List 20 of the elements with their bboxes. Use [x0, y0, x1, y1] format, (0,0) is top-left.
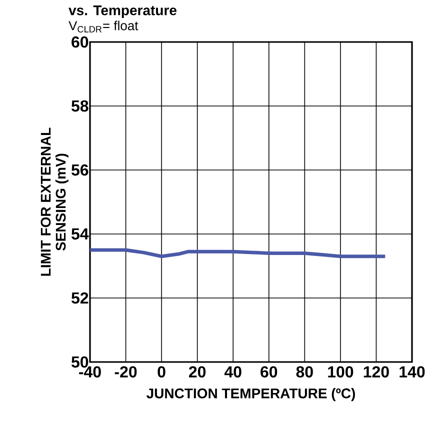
- x-tick-label: -20: [114, 366, 137, 378]
- y-tick-label: 52: [71, 292, 88, 304]
- x-tick-label: 40: [224, 366, 242, 378]
- y-axis-title: LIMIT FOR EXTERNAL SENSING (mV): [40, 128, 68, 276]
- x-tick-label: 80: [296, 366, 313, 378]
- x-tick-label: 100: [328, 366, 354, 378]
- x-tick-label: 120: [364, 366, 389, 378]
- y-tick-label: 56: [71, 164, 88, 176]
- x-tick-label: 60: [260, 366, 278, 378]
- chart-subtitle: V$_{CLDR}$= float: [68, 20, 138, 32]
- chart-title: vs. Temperature: [68, 6, 176, 18]
- x-tick-label: 20: [188, 366, 206, 378]
- x-tick-label: 0: [158, 366, 166, 378]
- y-tick-label: 58: [71, 100, 88, 112]
- x-tick-label: 140: [400, 366, 425, 378]
- x-axis-title: JUNCTION TEMPERATURE (ºC): [146, 388, 355, 402]
- y-tick-label: 60: [72, 36, 88, 48]
- y-tick-label: 50: [71, 356, 88, 368]
- x-tick-label: -40: [79, 366, 101, 378]
- y-tick-label: 54: [71, 228, 89, 240]
